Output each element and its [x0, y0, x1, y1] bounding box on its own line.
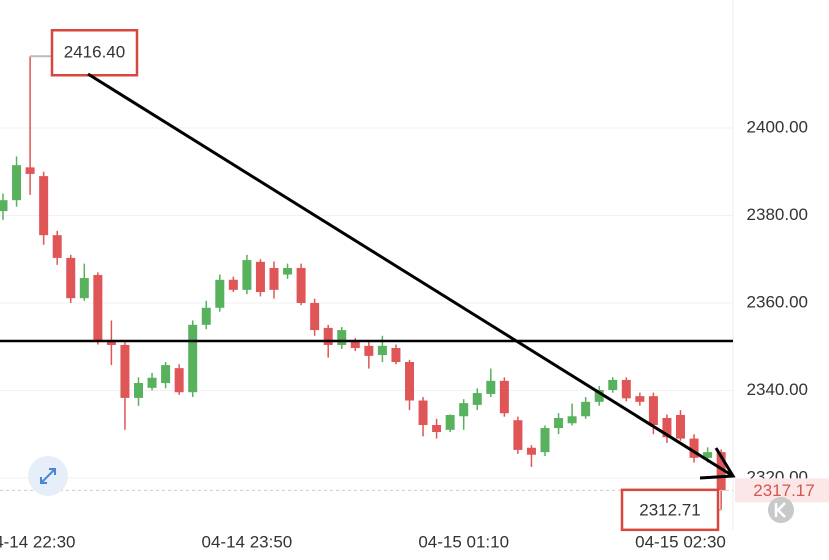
candle-body — [134, 383, 143, 398]
last-price-label: 2317.17 — [753, 481, 814, 500]
candle-body — [25, 167, 35, 174]
candle-body — [608, 379, 618, 391]
annotation-box — [50, 29, 139, 77]
candle-body — [283, 267, 293, 275]
candle-body — [648, 396, 658, 426]
candle-body — [526, 447, 536, 455]
candle-body — [513, 420, 523, 450]
candle-body — [93, 274, 103, 341]
candles — [0, 56, 726, 510]
candle-body — [432, 425, 442, 433]
grid: 2320.002340.002360.002380.002400.0004-14… — [0, 117, 808, 551]
candle-body — [255, 261, 265, 293]
candle-body — [581, 401, 591, 417]
candle-body — [188, 324, 198, 393]
candle-body — [296, 267, 306, 303]
candle-body — [161, 365, 171, 384]
x-tick-label: 04-14 22:30 — [0, 532, 75, 551]
y-tick-label: 2400.00 — [747, 117, 808, 136]
trend-arrow — [87, 72, 736, 480]
candle-body — [662, 418, 672, 438]
expand-button[interactable] — [28, 456, 68, 496]
candle-body — [364, 345, 374, 356]
x-tick-label: 04-15 02:30 — [635, 532, 726, 551]
candle-body — [377, 345, 387, 356]
scroll-latest-button[interactable] — [768, 497, 794, 523]
arrow-head — [699, 447, 736, 480]
candle-body — [269, 267, 279, 290]
candle-body — [79, 278, 89, 299]
candle-body — [147, 377, 157, 388]
candle-body — [391, 348, 401, 363]
candle-body — [228, 279, 238, 290]
candle-body — [594, 390, 604, 402]
candle-body — [703, 452, 713, 458]
annotation-label: 2416.40 — [64, 43, 125, 62]
candle-body — [242, 260, 252, 290]
candle-body — [418, 400, 428, 426]
candle-body — [499, 380, 509, 414]
candle-body — [459, 403, 469, 417]
candle-body — [472, 393, 482, 405]
candle-body — [0, 200, 8, 212]
candle-body — [635, 396, 645, 402]
candle-body — [554, 418, 564, 429]
y-tick-label: 2340.00 — [747, 380, 808, 399]
y-tick-label: 2380.00 — [747, 205, 808, 224]
candle-body — [201, 307, 211, 325]
candle-body — [567, 416, 577, 424]
candle-body — [716, 452, 726, 491]
candle-body — [12, 165, 22, 201]
candle-body — [676, 414, 685, 439]
arrow-line — [87, 72, 734, 478]
latest-circle[interactable] — [768, 497, 794, 523]
annotation-box — [620, 488, 720, 532]
candle-body — [215, 279, 225, 308]
candle-body — [540, 428, 550, 453]
candle-body — [66, 257, 76, 299]
candle-body — [310, 302, 320, 331]
candle-body — [323, 327, 333, 345]
x-tick-label: 04-15 01:10 — [418, 532, 509, 551]
candle-body — [621, 379, 631, 399]
candle-body — [120, 344, 130, 398]
candle-body — [445, 414, 455, 430]
candle-body — [39, 176, 49, 236]
expand-icon[interactable] — [40, 468, 56, 484]
candle-body — [486, 380, 496, 394]
candle-body — [52, 235, 62, 258]
candle-body — [689, 438, 699, 458]
y-tick-label: 2360.00 — [747, 292, 808, 311]
x-tick-label: 04-14 23:50 — [202, 532, 293, 551]
candle-body — [350, 341, 360, 349]
latest-icon[interactable] — [774, 502, 786, 518]
candle-body — [174, 368, 184, 393]
candle-body — [405, 362, 414, 401]
candle-body — [106, 340, 116, 345]
candle-body — [337, 330, 347, 345]
overlays: 2317.17 2416.40 2312.71 — [0, 29, 829, 532]
annotation-label: 2312.71 — [639, 500, 700, 519]
